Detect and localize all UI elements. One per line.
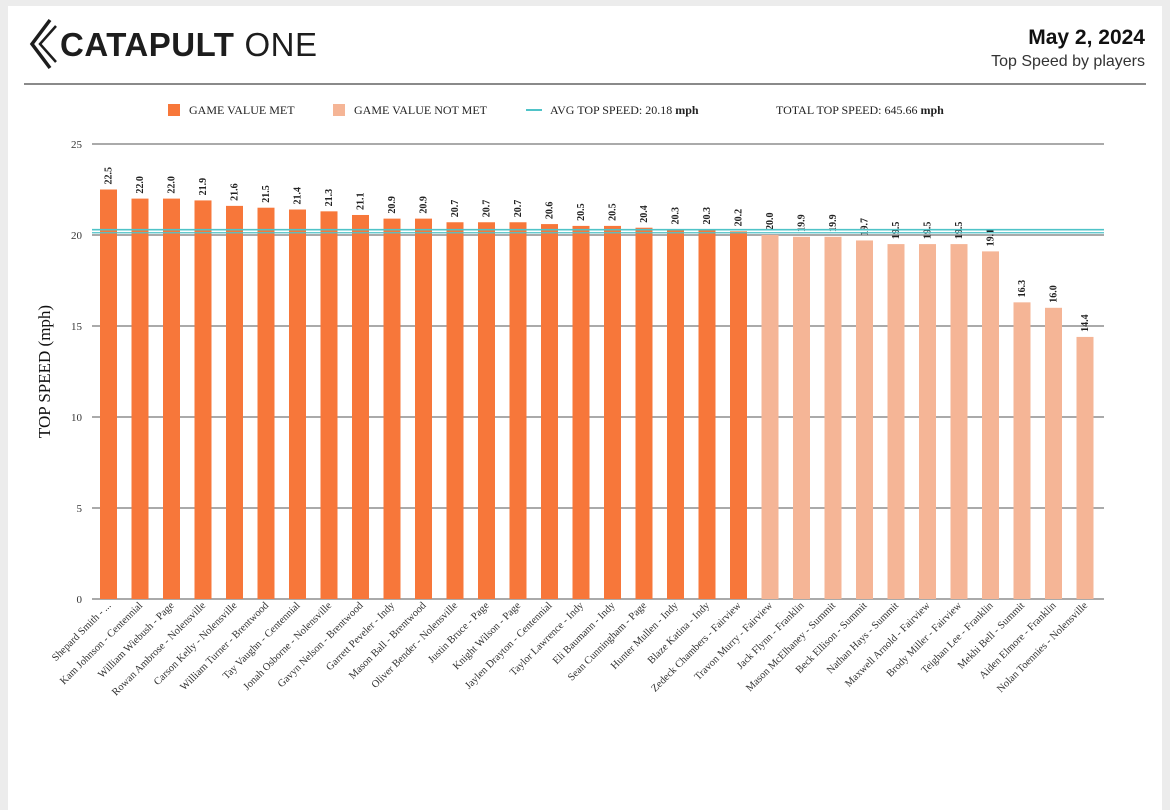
y-tick-label: 0	[77, 594, 83, 606]
legend-label-total: TOTAL TOP SPEED: 645.66	[776, 102, 918, 117]
bar	[131, 198, 149, 599]
y-axis-label: TOP SPEED (mph)	[35, 305, 54, 438]
bar-value-label: 20.7	[450, 200, 461, 218]
bar	[478, 222, 495, 599]
bar-value-label: 20.7	[513, 200, 524, 218]
bar	[761, 235, 779, 599]
bar-value-label: 16.3	[1017, 280, 1028, 298]
bar	[793, 236, 810, 599]
bar-value-label: 20.5	[608, 203, 619, 221]
bar-value-label: 20.5	[576, 203, 587, 221]
bar-value-label: 19.7	[860, 218, 871, 236]
bar	[824, 236, 842, 599]
bar	[1045, 307, 1062, 599]
catapult-one-logo: CATAPULT ONE	[26, 14, 317, 74]
bar-value-label: 19.9	[797, 214, 808, 232]
legend-avg-unit: mph	[675, 102, 699, 117]
bar	[100, 189, 117, 599]
bar-value-label: 20.0	[765, 213, 776, 231]
report-subtitle: Top Speed by players	[991, 53, 1145, 70]
bar-value-label: 22.5	[104, 167, 115, 185]
bar	[509, 222, 527, 599]
bar	[919, 244, 936, 599]
bar	[856, 240, 873, 599]
legend-item-met: GAME VALUE MET	[168, 101, 295, 119]
legend-item-total: TOTAL TOP SPEED: 645.66 mph	[776, 101, 944, 119]
bar-value-label: 20.9	[419, 196, 430, 214]
brand-name-bold: CATAPULT	[60, 25, 235, 63]
bar-value-label: 21.3	[324, 189, 335, 207]
bar	[982, 251, 999, 599]
bar-value-label: 20.3	[702, 207, 713, 225]
catapult-logo-icon	[29, 18, 57, 70]
bar-value-label: 20.7	[482, 200, 493, 218]
bar-value-label: 21.5	[261, 185, 272, 203]
bar	[950, 244, 968, 599]
bar	[730, 231, 747, 600]
y-tick-label: 15	[71, 321, 83, 333]
bar-value-label: 21.9	[198, 178, 209, 196]
y-tick-label: 25	[71, 139, 83, 151]
top-speed-bar-chart: 0 5 10 15 20 25 TOP SPEED (mph) 22.5 Shepard Smi…	[35, 139, 1104, 698]
legend-label-avg: AVG TOP SPEED: 20.18	[550, 102, 673, 117]
bar	[604, 225, 621, 599]
bar	[289, 209, 306, 599]
bar	[352, 214, 369, 600]
bar-value-label: 14.4	[1080, 314, 1091, 332]
bar-value-label: 20.6	[545, 202, 556, 220]
bar	[635, 227, 653, 599]
bar	[415, 218, 432, 599]
bar	[320, 211, 338, 599]
legend-label-met: GAME VALUE MET	[189, 102, 295, 117]
bar-value-label: 22.0	[167, 176, 178, 194]
bar	[887, 244, 905, 599]
bar-value-label: 19.1	[986, 229, 997, 247]
x-tick-label: Shepard Smith - ...	[50, 600, 113, 663]
y-tick-label: 10	[71, 412, 83, 424]
report-date: May 2, 2024	[1028, 26, 1145, 49]
legend-total-unit: mph	[920, 102, 944, 117]
report-page: CATAPULT ONE May 2, 2024 Top Speed by pla…	[8, 6, 1162, 810]
bar-value-label: 21.1	[356, 192, 367, 210]
legend-item-avg: AVG TOP SPEED: 20.18 mph	[526, 101, 699, 119]
bar	[1013, 302, 1031, 599]
bar	[383, 218, 401, 599]
header-divider	[24, 83, 1146, 85]
y-tick-label: 5	[77, 503, 83, 515]
bar	[163, 198, 180, 599]
legend-swatch-met	[168, 104, 180, 116]
bar-value-label: 19.9	[828, 214, 839, 232]
bar	[226, 205, 243, 599]
bar-value-label: 21.4	[293, 187, 304, 205]
legend-swatch-not-met	[333, 104, 345, 116]
bar-value-label: 21.6	[230, 183, 241, 201]
bar-value-label: 20.2	[734, 209, 745, 227]
bar	[1076, 336, 1094, 599]
brand-name-light: ONE	[244, 25, 318, 63]
bar	[572, 225, 590, 599]
legend-label-not-met: GAME VALUE NOT MET	[354, 102, 488, 117]
bar	[541, 224, 558, 599]
y-tick-label: 20	[71, 230, 83, 242]
bar-value-label: 20.9	[387, 196, 398, 214]
bar-value-label: 20.3	[671, 207, 682, 225]
bar-value-label: 22.0	[135, 176, 146, 194]
legend-swatch-avg-line	[526, 109, 542, 111]
bar	[667, 229, 684, 600]
bar	[698, 229, 716, 600]
legend-item-not-met: GAME VALUE NOT MET	[333, 101, 487, 119]
bar	[257, 207, 275, 599]
bar-value-label: 16.0	[1049, 285, 1060, 303]
bar	[446, 222, 464, 599]
bar	[194, 200, 212, 600]
bar-value-label: 20.4	[639, 205, 650, 223]
